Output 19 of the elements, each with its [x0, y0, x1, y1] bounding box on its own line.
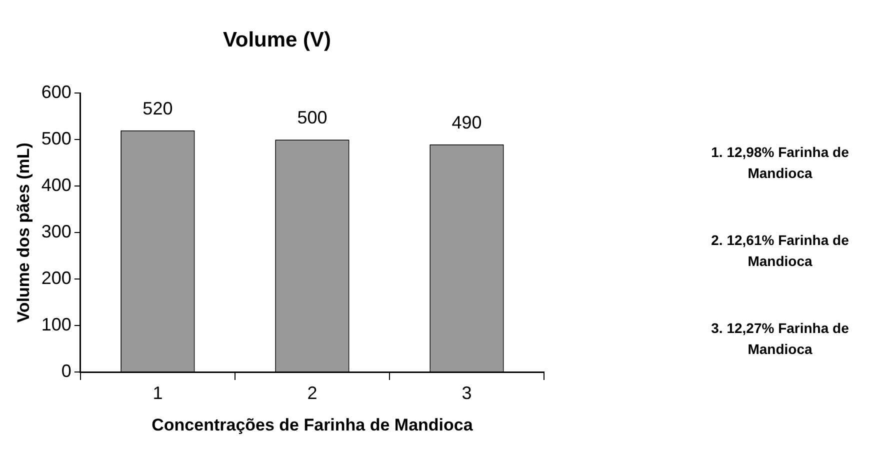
- x-tick-label: 1: [152, 382, 163, 403]
- y-tick-label: 0: [61, 360, 72, 381]
- data-label: 500: [297, 108, 328, 128]
- chart-title: Volume (V): [222, 28, 332, 52]
- y-tick-label: 100: [41, 314, 72, 334]
- y-tick-label: 500: [41, 128, 72, 149]
- x-tick-label: 3: [462, 382, 472, 403]
- text: 1. 12,98% Farinha de Mandioca: [710, 143, 850, 183]
- x-axis-title: Concentrações de Farinha de Mandioca: [152, 415, 474, 434]
- data-label: 520: [142, 98, 173, 118]
- y-tick-label: 300: [41, 222, 72, 242]
- text: 3. 12,27% Farinha de Mandioca: [710, 319, 850, 359]
- y-tick-label: 200: [41, 268, 72, 288]
- data-label: 490: [452, 112, 482, 132]
- x-tick-label: 2: [307, 382, 318, 403]
- text: 2. 12,61% Farinha de Mandioca: [710, 231, 850, 271]
- y-tick-label: 400: [41, 175, 72, 196]
- y-axis-title: Volume dos pães (mL): [14, 142, 33, 323]
- y-tick-label: 600: [41, 82, 72, 102]
